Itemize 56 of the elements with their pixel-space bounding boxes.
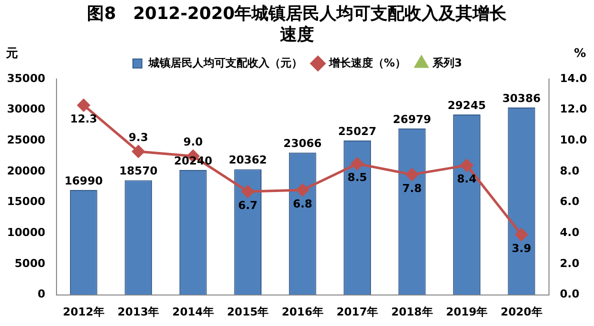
y-tick-label: 30000	[6, 102, 46, 116]
x-tick-label: 2020年	[500, 305, 542, 318]
y-tick-label: 35000	[6, 72, 46, 85]
y2-tick-label: 2.0	[560, 256, 580, 270]
point	[242, 185, 254, 198]
data-label: 20362	[228, 154, 267, 167]
y-tick-label: 15000	[6, 195, 46, 208]
data-label: 29245	[448, 98, 486, 112]
y2-axis-title: %	[574, 46, 586, 60]
data-label: 18570	[119, 164, 158, 178]
data-label: 8.4	[457, 172, 477, 186]
x-tick-label: 2016年	[282, 305, 324, 318]
data-label: 26979	[392, 112, 432, 126]
y2-tick-label: 12.0	[560, 102, 588, 116]
data-label: 16990	[64, 174, 104, 188]
y-tick-label: 0	[38, 288, 46, 301]
data-label: 12.3	[70, 112, 98, 126]
data-label: 9.3	[128, 130, 148, 144]
y-tick-label: 25000	[6, 134, 46, 147]
y-tick-label: 10000	[6, 226, 46, 239]
y-tick-label: 5000	[14, 256, 46, 270]
legend-label: 城镇居民人均可支配收入（元）	[147, 56, 302, 70]
data-label: 30386	[502, 92, 541, 105]
data-label: 25027	[338, 124, 376, 138]
point	[296, 184, 309, 196]
y2-tick-label: 6.0	[560, 195, 580, 208]
point	[351, 158, 364, 170]
data-label: 3.9	[512, 242, 532, 256]
point	[132, 145, 145, 158]
x-tick-label: 2015年	[227, 305, 269, 318]
data-label: 6.7	[238, 198, 258, 212]
chart-title: 图8 2012-2020年城镇居民人均可支配收入及其增长速度	[86, 3, 508, 46]
data-label: 8.5	[348, 171, 368, 184]
point	[406, 168, 418, 181]
legend-label: 增长速度（%）	[328, 56, 406, 70]
x-tick-label: 2019年	[446, 305, 488, 318]
x-tick-label: 2017年	[336, 305, 378, 318]
x-tick-label: 2013年	[118, 305, 160, 318]
y2-tick-label: 0.0	[560, 288, 580, 301]
point	[77, 98, 90, 112]
y2-tick-label: 10.0	[560, 134, 588, 147]
x-tick-label: 2014年	[172, 305, 214, 318]
legend-label: 系列3	[431, 56, 462, 70]
point	[460, 159, 474, 172]
y2-tick-label: 8.0	[560, 164, 580, 178]
data-label: 23066	[283, 136, 322, 150]
y-tick-label: 20000	[6, 164, 46, 178]
x-tick-label: 2018年	[391, 305, 433, 318]
point	[515, 228, 528, 241]
y2-tick-label: 14.0	[560, 72, 588, 85]
x-tick-label: 2012年	[62, 305, 104, 318]
data-label: 7.8	[402, 182, 422, 195]
data-label: 6.8	[292, 197, 312, 210]
data-label: 9.0	[183, 135, 204, 148]
y2-tick-label: 4.0	[560, 226, 580, 239]
y-axis-title: 元	[5, 46, 18, 60]
